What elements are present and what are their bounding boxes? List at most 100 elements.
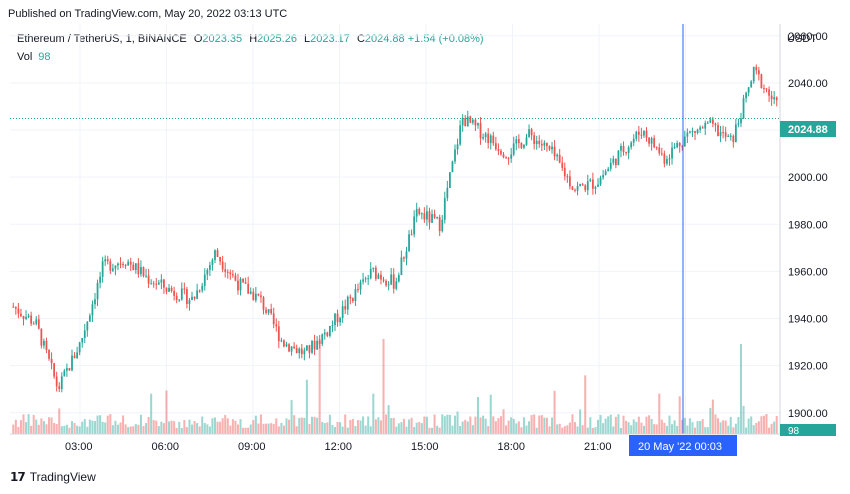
candle-body: [507, 158, 510, 160]
candle-body: [364, 278, 367, 280]
candle-body: [219, 256, 221, 262]
volume-bar: [101, 421, 104, 434]
candle-body: [201, 285, 204, 291]
volume-bar: [510, 417, 513, 434]
volume-bar: [308, 424, 311, 434]
candle-body: [750, 81, 753, 88]
candle-body: [117, 263, 119, 266]
volume-bar: [709, 407, 712, 434]
candle-body: [760, 74, 763, 89]
candle-body: [515, 139, 518, 144]
volume-bar: [145, 423, 148, 434]
candle-body: [328, 325, 331, 336]
candle-body: [763, 88, 765, 90]
candle-body: [101, 261, 104, 277]
candle-body: [183, 288, 186, 290]
candle-body: [96, 282, 99, 300]
candle-body: [55, 376, 58, 387]
volume-bar: [571, 414, 574, 434]
volume-bar: [706, 427, 709, 434]
candle-body: [525, 137, 528, 145]
candle-body: [22, 316, 25, 319]
volume-bar: [60, 426, 63, 434]
candle-body: [387, 284, 390, 286]
x-tick-label: 09:00: [238, 441, 266, 453]
candle-body: [280, 340, 283, 342]
candle-body: [114, 265, 117, 269]
candle-body: [622, 146, 625, 153]
volume-bar: [517, 421, 520, 434]
candle-body: [20, 313, 22, 317]
candle-body: [254, 293, 257, 301]
volume-bar: [637, 416, 640, 434]
candle-body: [768, 89, 770, 96]
volume-bar: [257, 423, 260, 434]
candle-body: [334, 313, 336, 326]
candle-body: [755, 66, 758, 71]
volume-bar: [466, 421, 469, 434]
volume-bar: [252, 420, 255, 434]
candle-body: [71, 355, 73, 371]
candle-body: [390, 274, 393, 285]
candle-body: [170, 287, 173, 291]
volume-bar: [533, 414, 536, 434]
candle-body: [487, 133, 490, 144]
volume-bar: [122, 415, 125, 434]
candle-body: [770, 95, 773, 100]
volume-bar: [216, 421, 219, 434]
volume-label: Vol: [17, 51, 33, 63]
volume-bar: [528, 421, 531, 434]
volume-bar: [423, 416, 426, 434]
candle-body: [459, 125, 462, 145]
volume-bar: [339, 422, 342, 434]
volume-bar: [671, 424, 674, 434]
volume-bar: [93, 421, 97, 434]
volume-bar: [768, 427, 771, 434]
candle-body: [443, 198, 446, 220]
candle-body: [607, 168, 610, 172]
candle-body: [323, 332, 326, 335]
candle-body: [193, 296, 196, 299]
candle-body: [377, 274, 380, 279]
candle-body: [719, 132, 722, 137]
tradingview-brand[interactable]: 𝟭𝟳 TradingView: [10, 470, 96, 484]
candle-body: [431, 214, 433, 223]
candle-body: [740, 118, 742, 124]
candle-body: [471, 119, 474, 123]
candle-body: [68, 368, 71, 371]
candle-body: [206, 269, 209, 275]
candle-body: [262, 297, 265, 310]
candle-body: [699, 127, 702, 130]
candle-body: [599, 177, 602, 185]
volume-bar: [678, 396, 681, 434]
volume-bar: [487, 426, 490, 434]
candle-body: [142, 267, 145, 276]
candle-body: [666, 159, 668, 164]
volume-bar: [17, 426, 20, 434]
volume-bar: [594, 427, 597, 434]
volume-bar: [745, 427, 748, 434]
volume-bar: [142, 426, 145, 434]
candle-body: [668, 158, 671, 160]
candle-body: [214, 250, 216, 260]
volume-bar: [254, 415, 257, 434]
candle-body: [724, 132, 727, 137]
candle-body: [734, 124, 737, 143]
candle-body: [482, 137, 484, 139]
candle-body: [648, 137, 650, 144]
low-label: L: [304, 33, 311, 45]
volume-bar: [602, 423, 605, 434]
candle-body: [714, 123, 717, 126]
candle-body: [265, 309, 267, 313]
volume-bar: [37, 424, 40, 434]
volume-bar: [183, 420, 186, 434]
close-label: C: [356, 33, 365, 45]
volume-bar: [379, 420, 382, 434]
volume-bar: [42, 421, 45, 434]
volume-bar: [14, 419, 17, 434]
volume-bar: [729, 416, 732, 434]
candle-body: [12, 306, 15, 308]
x-tick-label: 12:00: [325, 441, 353, 453]
candle-body: [277, 326, 280, 342]
